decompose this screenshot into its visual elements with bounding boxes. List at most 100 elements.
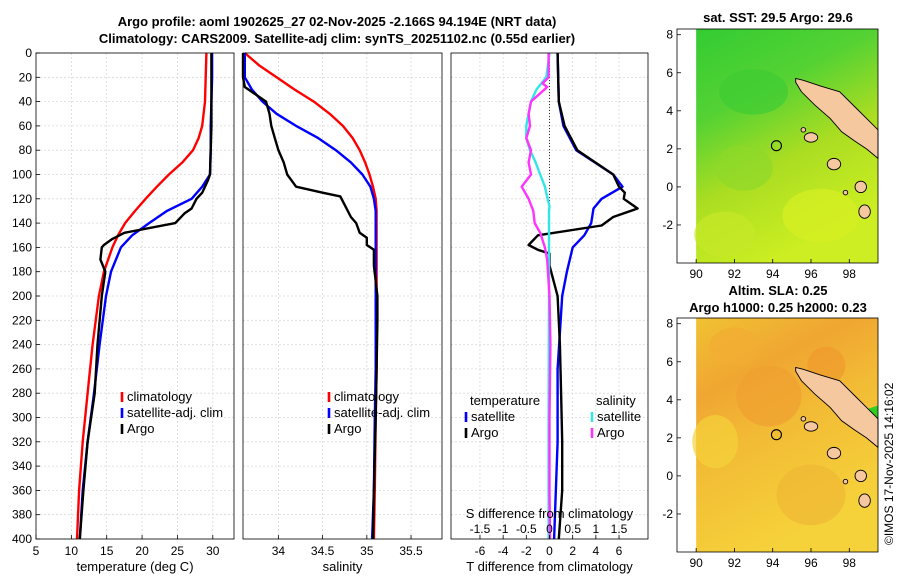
sla-map-title-line1: Altim. SLA: 0.25 xyxy=(729,283,828,298)
temperature-panel: 5 10 15 20 25 30 temperature (deg C) 0 20 40 60 80 1… xyxy=(12,46,235,574)
map-x-tick-label: 96 xyxy=(804,556,818,570)
x-tick-label: 4 xyxy=(593,544,600,558)
top-tick-label: -1.5 xyxy=(470,522,491,536)
island xyxy=(842,189,849,196)
legend-label: Argo xyxy=(334,421,361,436)
map-anomaly-patch xyxy=(709,327,760,366)
legend-label: Argo xyxy=(127,421,154,436)
map-y-tick-label: 4 xyxy=(666,393,673,407)
map-frame xyxy=(676,317,879,553)
y-tick-label: 40 xyxy=(19,95,33,109)
x-tick-label: 20 xyxy=(135,544,149,558)
series-line-climatology xyxy=(75,52,208,540)
top-tick-label: 1 xyxy=(593,522,600,536)
series-line-s-argo xyxy=(520,53,552,540)
map-y-tick-label: 2 xyxy=(666,431,673,445)
map-frame xyxy=(676,28,879,264)
legend-label: climatology xyxy=(334,389,400,404)
map-anomaly-patch xyxy=(776,464,846,526)
map-y-tick-label: 6 xyxy=(666,355,673,369)
map-anomaly-patch xyxy=(715,145,773,191)
difference-panel: -6 -4 -2 0 2 4 6T difference from climatology t… xyxy=(450,52,649,574)
y-tick-label: 0 xyxy=(25,46,32,60)
y-tick-label: 320 xyxy=(12,435,32,449)
map-y-tick-label: 6 xyxy=(666,66,673,80)
map-anomaly-patch xyxy=(736,365,802,427)
sst-map: 90 92 94 96 98 8 6 4 2 0 -2 xyxy=(662,28,879,281)
map-anomaly-patch xyxy=(692,415,739,469)
x-tick-label: 6 xyxy=(616,544,623,558)
map-x-tick-label: 90 xyxy=(689,267,703,281)
imos-watermark: ©IMOS 17-Nov-2025 14:16:02 xyxy=(882,382,896,545)
figure-title-line2: Climatology: CARS2009. Satellite-adj cli… xyxy=(99,31,575,46)
map-y-tick-label: 4 xyxy=(666,104,673,118)
island xyxy=(826,157,842,171)
legend-label: satellite xyxy=(471,409,515,424)
series-line-argo xyxy=(78,53,213,540)
map-y-tick-label: 8 xyxy=(666,317,673,331)
island xyxy=(858,493,871,508)
x-tick-label: 5 xyxy=(33,544,40,558)
map-x-tick-label: 98 xyxy=(843,556,857,570)
map-y-tick-label: -2 xyxy=(662,218,673,232)
y-tick-label: 260 xyxy=(12,362,32,376)
island xyxy=(858,204,871,219)
series-line-t-argo xyxy=(527,52,639,540)
map-y-tick-label: -2 xyxy=(662,507,673,521)
legend-label: climatology xyxy=(127,389,193,404)
map-anomaly-patch xyxy=(719,68,789,115)
x-tick-label: -2 xyxy=(521,544,532,558)
legend-label: satellite-adj. clim xyxy=(127,405,223,420)
legend-title-salinity: salinity xyxy=(596,393,636,408)
salinity-panel: 34 34.5 35 35.5 salinity climatologysatellite… xyxy=(241,52,443,574)
x-tick-label: 25 xyxy=(171,544,185,558)
island xyxy=(803,421,819,432)
top-tick-label: 1.5 xyxy=(611,522,628,536)
x-tick-label: 0 xyxy=(546,544,553,558)
legend-label: Argo xyxy=(471,425,498,440)
x-tick-label: 35 xyxy=(360,544,374,558)
y-tick-label: 80 xyxy=(19,143,33,157)
x-axis-label: temperature (deg C) xyxy=(76,559,193,574)
island xyxy=(800,127,807,133)
y-tick-label: 220 xyxy=(12,313,32,327)
x-tick-label: 15 xyxy=(100,544,114,558)
y-tick-label: 100 xyxy=(12,168,32,182)
x-tick-label: 30 xyxy=(206,544,220,558)
legend-label: satellite-adj. clim xyxy=(334,405,430,420)
top-tick-label: -1 xyxy=(498,522,509,536)
map-y-tick-label: 8 xyxy=(666,28,673,42)
legend-label: Argo xyxy=(597,425,624,440)
plot-frame xyxy=(242,52,443,540)
top-tick-label: -0.5 xyxy=(516,522,537,536)
map-x-tick-label: 94 xyxy=(766,556,780,570)
top-tick-label: 0.5 xyxy=(564,522,581,536)
top-tick-label: 0 xyxy=(546,522,553,536)
x-tick-label: 2 xyxy=(569,544,576,558)
map-y-tick-label: 0 xyxy=(666,180,673,194)
map-y-tick-label: 2 xyxy=(666,142,673,156)
y-tick-label: 60 xyxy=(19,119,33,133)
top-axis-label: S difference from climatology xyxy=(466,506,634,521)
y-tick-label: 380 xyxy=(12,508,32,522)
series-line-argo xyxy=(241,53,379,540)
y-tick-label: 160 xyxy=(12,240,32,254)
argo-position-marker xyxy=(770,429,782,441)
island xyxy=(800,416,807,422)
map-x-tick-label: 96 xyxy=(804,267,818,281)
y-tick-label: 300 xyxy=(12,411,32,425)
legend-title-temperature: temperature xyxy=(470,393,540,408)
y-tick-label: 360 xyxy=(12,483,32,497)
y-tick-label: 20 xyxy=(19,70,33,84)
island xyxy=(854,469,867,483)
y-tick-label: 340 xyxy=(12,459,32,473)
y-tick-label: 400 xyxy=(12,532,32,546)
legend-label: satellite xyxy=(597,409,641,424)
x-tick-label: 35.5 xyxy=(399,544,423,558)
island xyxy=(803,132,819,143)
y-tick-label: 240 xyxy=(12,338,32,352)
argo-position-marker xyxy=(770,140,782,152)
land-sumatra xyxy=(795,366,879,449)
land-sumatra xyxy=(795,77,879,160)
y-tick-label: 280 xyxy=(12,386,32,400)
